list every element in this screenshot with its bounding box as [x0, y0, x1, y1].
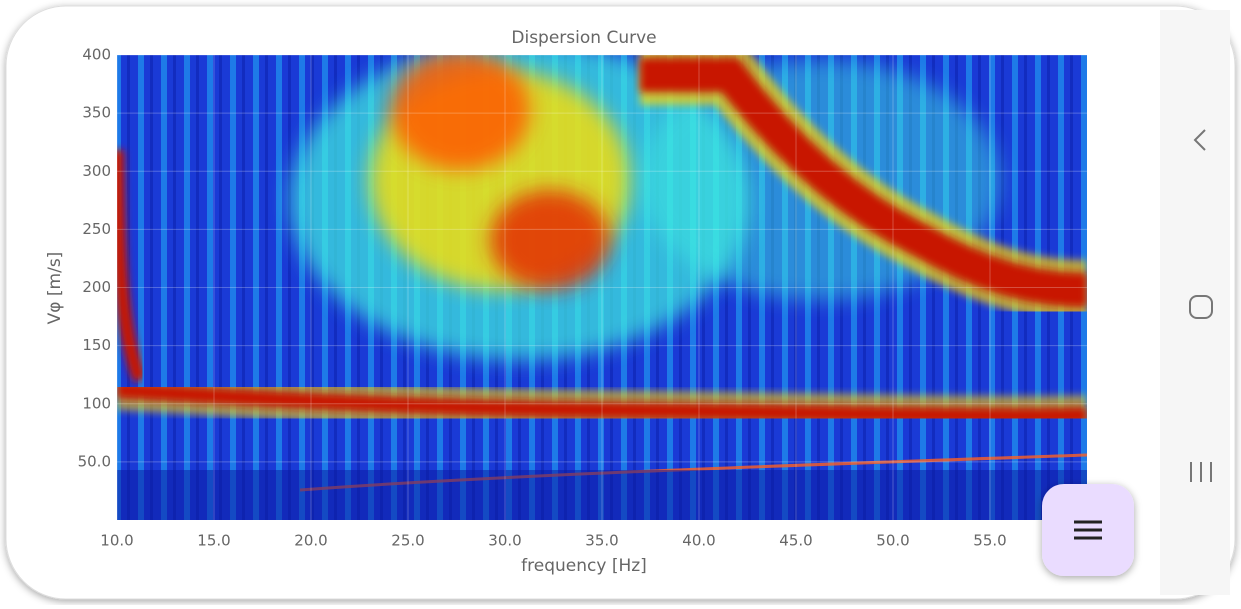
- x-tick-label: 10.0: [100, 532, 133, 550]
- chart: Dispersion Curve frequency [Hz] Vφ [m/s]…: [45, 28, 1087, 576]
- chart-title: Dispersion Curve: [511, 28, 656, 48]
- nav-bar: [1160, 10, 1230, 595]
- x-axis-title: frequency [Hz]: [521, 556, 647, 576]
- x-tick-label: 25.0: [391, 532, 424, 550]
- menu-icon: [1074, 520, 1102, 540]
- y-tick-label: 50.0: [78, 452, 111, 470]
- home-button[interactable]: [1189, 295, 1213, 319]
- x-tick-label: 20.0: [294, 532, 327, 550]
- y-axis-title: Vφ [m/s]: [45, 252, 65, 325]
- x-tick-label: 30.0: [488, 532, 521, 550]
- back-button[interactable]: [1193, 129, 1206, 151]
- x-tick-label: 45.0: [779, 532, 812, 550]
- y-tick-label: 400: [82, 46, 111, 64]
- x-tick-label: 40.0: [682, 532, 715, 550]
- y-tick-label: 150: [82, 336, 111, 354]
- y-tick-label: 200: [82, 278, 111, 296]
- x-tick-label: 35.0: [585, 532, 618, 550]
- recents-button[interactable]: [1190, 462, 1212, 482]
- y-tick-label: 100: [82, 394, 111, 412]
- y-tick-label: 350: [82, 104, 111, 122]
- y-tick-label: 300: [82, 162, 111, 180]
- x-tick-label: 55.0: [973, 532, 1006, 550]
- x-tick-label: 15.0: [197, 532, 230, 550]
- heatmap: [117, 55, 1087, 520]
- x-tick-label: 50.0: [876, 532, 909, 550]
- y-tick-label: 250: [82, 220, 111, 238]
